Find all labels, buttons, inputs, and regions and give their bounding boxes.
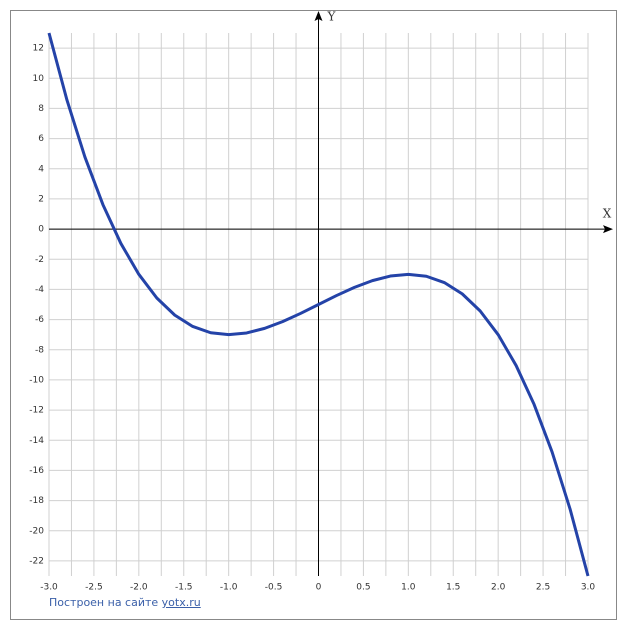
y-tick-label: 12 bbox=[33, 44, 44, 54]
y-axis-label: Y bbox=[327, 10, 337, 24]
x-tick-label: 2.0 bbox=[491, 583, 506, 593]
footer: Построен на сайте yotx.ru bbox=[49, 596, 201, 609]
y-tick-label: 8 bbox=[38, 104, 44, 114]
curve bbox=[47, 32, 590, 577]
x-tick-label: 1.0 bbox=[401, 583, 416, 593]
y-tick-label: 10 bbox=[33, 74, 45, 84]
y-tick-label: -4 bbox=[35, 285, 44, 295]
x-tick-label: 2.5 bbox=[536, 583, 550, 593]
y-tick-label: 2 bbox=[38, 194, 44, 204]
y-tick-label: -2 bbox=[35, 255, 44, 265]
x-tick-label: -1.0 bbox=[220, 583, 238, 593]
y-tick-label: -6 bbox=[35, 315, 44, 325]
x-tick-label: 0.5 bbox=[356, 583, 370, 593]
x-tick-label: 0 bbox=[316, 583, 322, 593]
frame bbox=[10, 10, 617, 620]
y-tick-label: -18 bbox=[29, 496, 44, 506]
x-tick-label: -0.5 bbox=[265, 583, 283, 593]
footer-text: Построен на сайте bbox=[49, 596, 159, 609]
x-tick-label: -2.5 bbox=[85, 583, 103, 593]
x-tick-label: 1.5 bbox=[446, 583, 460, 593]
x-axis-arrow bbox=[603, 225, 613, 234]
y-tick-label: 6 bbox=[38, 134, 44, 144]
y-tick-label: -20 bbox=[29, 526, 44, 536]
footer-link[interactable]: yotx.ru bbox=[161, 596, 201, 609]
y-tick-label: 4 bbox=[38, 164, 44, 174]
x-tick-label: -3.0 bbox=[40, 583, 58, 593]
y-tick-label: -10 bbox=[29, 375, 44, 385]
x-tick-label: 3.0 bbox=[581, 583, 596, 593]
y-tick-label: -14 bbox=[29, 436, 44, 446]
y-tick-label: -16 bbox=[29, 466, 44, 476]
x-tick-label: -1.5 bbox=[175, 583, 193, 593]
y-tick-label: -12 bbox=[29, 406, 44, 416]
x-axis-label: X bbox=[603, 207, 612, 221]
y-axis-arrow bbox=[314, 11, 323, 21]
y-tick-label: -22 bbox=[29, 556, 44, 566]
y-tick-label: 0 bbox=[38, 225, 44, 235]
x-tick-label: -2.0 bbox=[130, 583, 148, 593]
y-tick-label: -8 bbox=[35, 345, 44, 355]
